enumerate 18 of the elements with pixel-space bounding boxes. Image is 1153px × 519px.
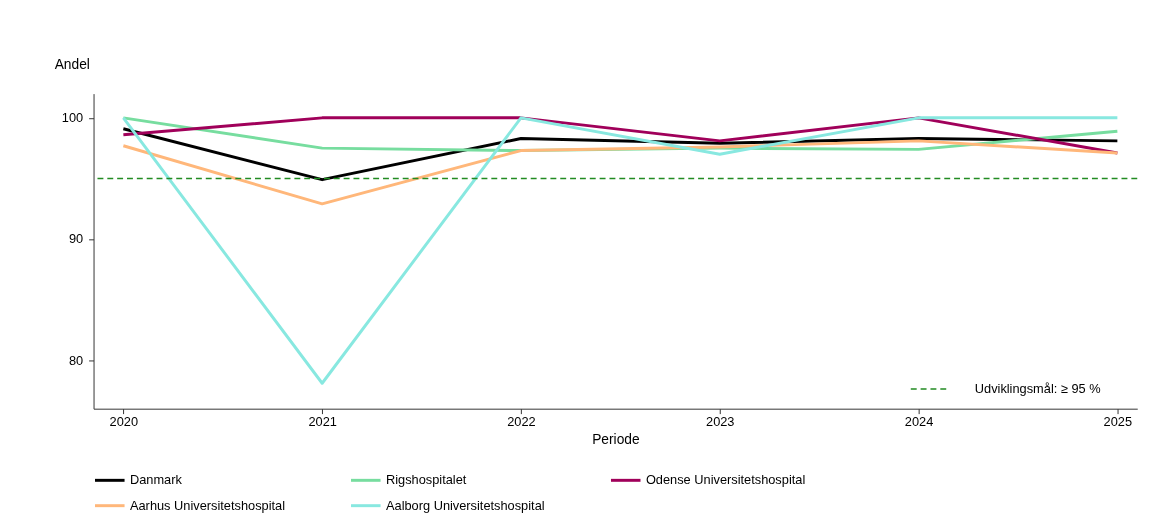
x-tick-label: 2020 (109, 413, 139, 429)
y-tick-label: 100 (61, 110, 84, 126)
legend-label: Aalborg Universitetshospital (385, 497, 545, 513)
legend-label: Udviklingsmål: ≥ 95 % (974, 380, 1101, 396)
x-tick-label: 2023 (706, 413, 735, 429)
y-tick-label: 90 (68, 231, 84, 247)
legend-label: Odense Universitetshospital (645, 472, 806, 488)
legend-label: Aarhus Universitetshospital (129, 497, 286, 513)
x-tick-label: 2022 (507, 413, 536, 429)
legend-label: Danmark (129, 472, 183, 488)
x-tick-label: 2024 (904, 413, 934, 429)
legend-label: Rigshospitalet (385, 472, 467, 488)
x-tick-label: 2025 (1103, 413, 1133, 429)
x-axis-title: Periode (592, 431, 640, 447)
line-series (121, 139, 1119, 206)
y-axis-title: Andel (54, 57, 90, 73)
x-tick-label: 2021 (308, 413, 337, 429)
y-tick-label: 80 (68, 352, 84, 368)
